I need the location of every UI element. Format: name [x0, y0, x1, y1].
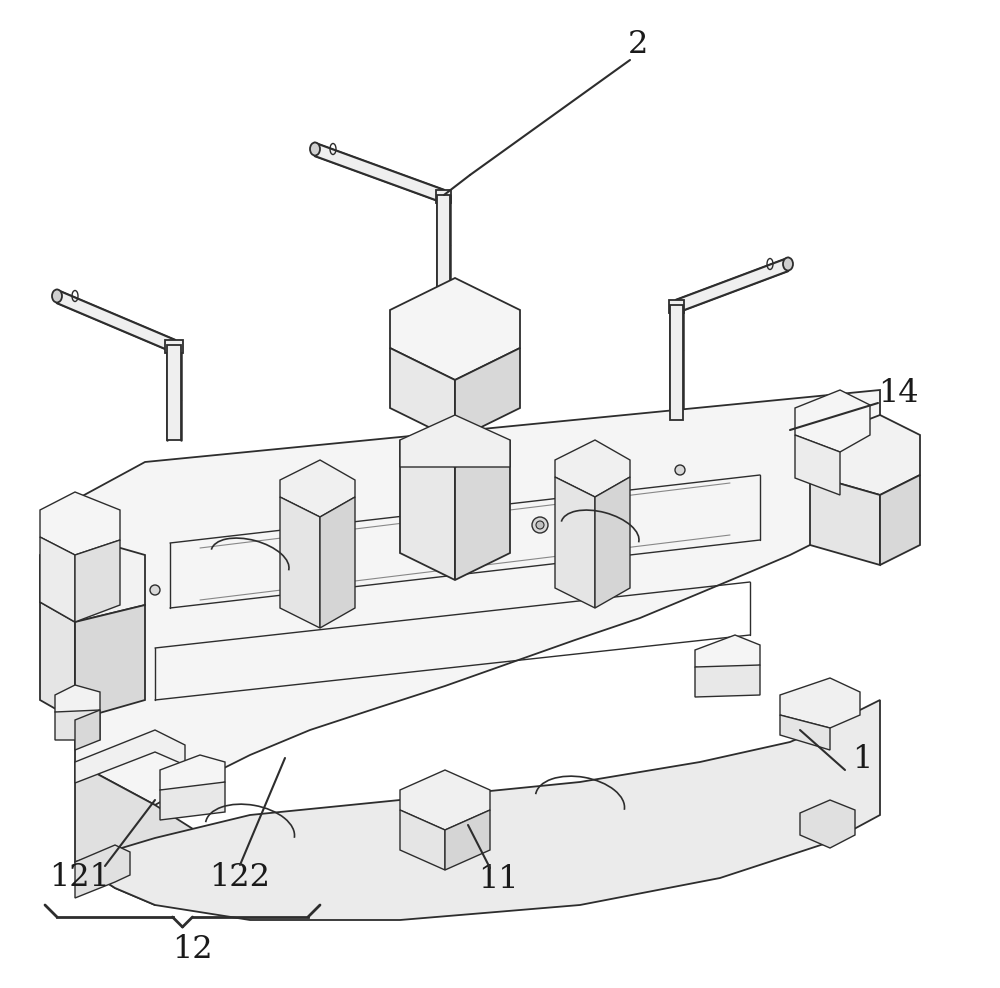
Polygon shape — [75, 700, 880, 920]
Text: 12: 12 — [172, 935, 212, 965]
Text: 1: 1 — [852, 745, 872, 776]
Circle shape — [150, 585, 160, 595]
Polygon shape — [75, 390, 880, 805]
Polygon shape — [400, 770, 490, 830]
Circle shape — [532, 517, 548, 533]
Polygon shape — [75, 845, 130, 898]
Polygon shape — [40, 537, 75, 622]
Ellipse shape — [783, 258, 793, 271]
Polygon shape — [75, 730, 185, 783]
Polygon shape — [55, 710, 100, 740]
Polygon shape — [795, 435, 840, 495]
Polygon shape — [167, 345, 181, 440]
Polygon shape — [160, 782, 225, 820]
Polygon shape — [40, 602, 75, 720]
Polygon shape — [695, 665, 760, 697]
Text: 122: 122 — [210, 863, 270, 893]
Polygon shape — [437, 195, 450, 300]
Text: 121: 121 — [50, 863, 110, 893]
Polygon shape — [780, 715, 830, 750]
Polygon shape — [400, 415, 510, 467]
Polygon shape — [165, 340, 183, 353]
Polygon shape — [455, 348, 520, 440]
Polygon shape — [400, 440, 455, 580]
Polygon shape — [40, 535, 145, 622]
Polygon shape — [390, 278, 520, 380]
Polygon shape — [555, 440, 630, 497]
Polygon shape — [75, 762, 250, 905]
Circle shape — [536, 521, 544, 529]
Polygon shape — [695, 635, 760, 675]
Polygon shape — [780, 678, 860, 728]
Polygon shape — [320, 497, 355, 628]
Polygon shape — [280, 460, 355, 517]
Polygon shape — [676, 258, 788, 313]
Polygon shape — [445, 810, 490, 870]
Polygon shape — [595, 477, 630, 608]
Polygon shape — [555, 477, 595, 608]
Polygon shape — [315, 143, 444, 203]
Circle shape — [675, 465, 685, 475]
Polygon shape — [455, 440, 510, 580]
Polygon shape — [810, 415, 920, 495]
Polygon shape — [670, 305, 683, 420]
Polygon shape — [75, 710, 100, 750]
Polygon shape — [280, 497, 320, 628]
Polygon shape — [669, 300, 684, 313]
Polygon shape — [800, 800, 855, 848]
Text: 2: 2 — [628, 30, 648, 60]
Ellipse shape — [310, 142, 320, 155]
Polygon shape — [810, 475, 880, 565]
Polygon shape — [795, 390, 870, 452]
Polygon shape — [55, 685, 100, 720]
Text: 14: 14 — [878, 377, 918, 408]
Polygon shape — [40, 492, 120, 555]
Polygon shape — [390, 348, 455, 440]
Polygon shape — [160, 755, 225, 792]
Polygon shape — [400, 810, 445, 870]
Text: 11: 11 — [478, 864, 518, 895]
Polygon shape — [75, 605, 145, 720]
Polygon shape — [75, 540, 120, 622]
Polygon shape — [57, 290, 175, 353]
Ellipse shape — [52, 289, 62, 302]
Polygon shape — [436, 190, 451, 203]
Polygon shape — [880, 475, 920, 565]
